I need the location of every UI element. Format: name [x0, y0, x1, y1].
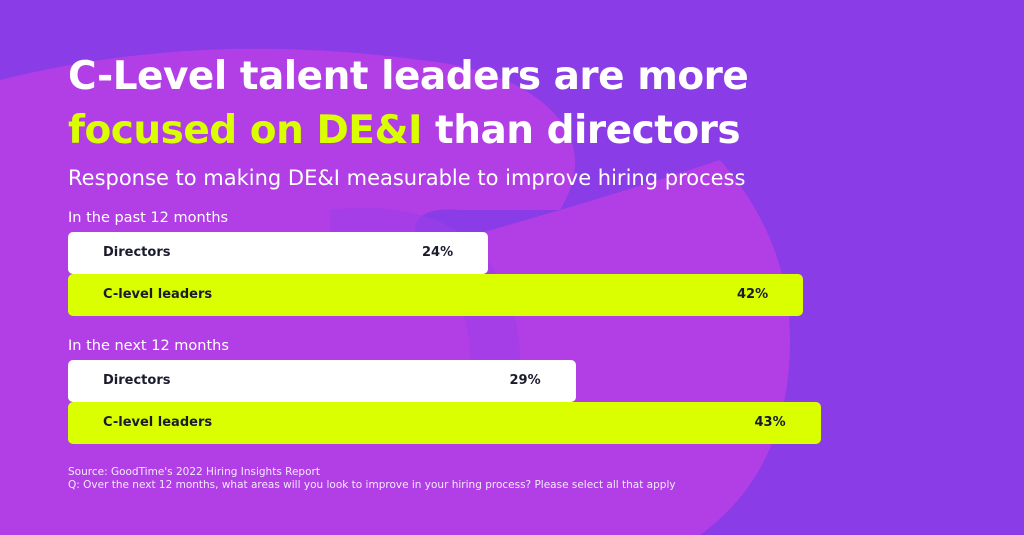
title-line-1: C-Level talent leaders are more [68, 54, 749, 99]
group-label-1: In the next 12 months [68, 338, 229, 354]
survey-question: Q: Over the next 12 months, what areas w… [68, 479, 676, 491]
chart-subtitle: Response to making DE&I measurable to im… [68, 166, 746, 190]
bar-label-0-1: C-level leaders [103, 287, 213, 302]
bar-value-0-1: 42% [737, 287, 769, 302]
chart-title: C-Level talent leaders are more focused … [68, 50, 749, 158]
bar-value-0-0: 24% [422, 245, 454, 260]
title-highlight: focused on DE&I [68, 108, 422, 153]
bar-1-1 [68, 402, 821, 444]
source-note: Source: GoodTime's 2022 Hiring Insights … [68, 466, 320, 478]
group-label-0: In the past 12 months [68, 210, 229, 226]
bar-label-1-1: C-level leaders [103, 415, 213, 430]
bar-label-1-0: Directors [103, 373, 171, 388]
bar-label-0-0: Directors [103, 245, 171, 260]
bar-value-1-1: 43% [754, 415, 786, 430]
title-line-2-rest: than directors [421, 108, 741, 153]
bar-value-1-0: 29% [509, 373, 541, 388]
bar-0-1 [68, 274, 803, 316]
bar-1-0 [68, 360, 576, 402]
footer: Source: GoodTime's 2022 Hiring Insights … [68, 466, 676, 492]
bar-0-0 [68, 232, 488, 274]
